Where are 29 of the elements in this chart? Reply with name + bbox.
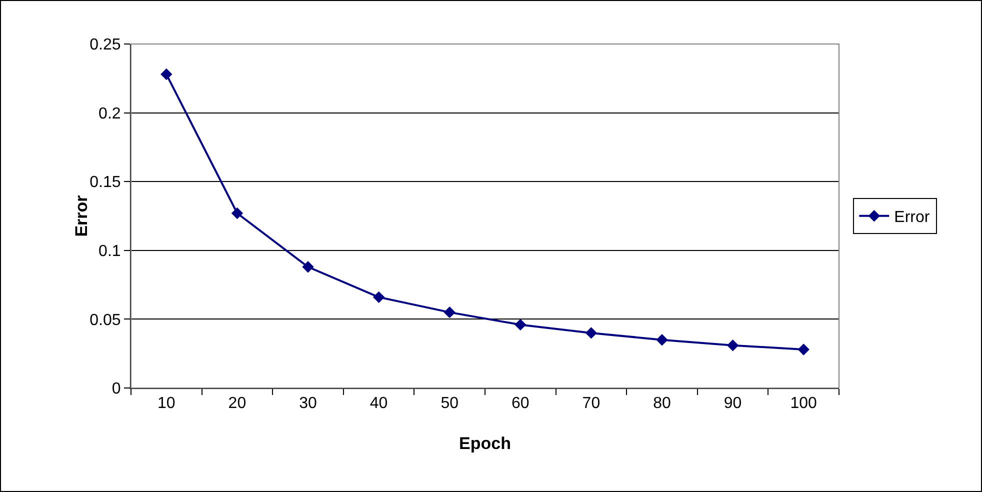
y-tick-label: 0 (112, 380, 121, 398)
x-tick-label: 100 (790, 395, 818, 412)
x-tick-label: 80 (653, 395, 671, 412)
x-axis-title: Epoch (459, 434, 511, 453)
x-tick-label: 40 (370, 395, 388, 412)
x-tick-label: 10 (158, 395, 176, 412)
point (231, 207, 244, 220)
point (798, 344, 810, 356)
y-axis-title: Error (72, 194, 91, 237)
y-tick-label: 0.25 (90, 36, 121, 54)
x-tick-label: 70 (582, 395, 600, 412)
y-tick-label: 0.1 (98, 243, 121, 260)
y-tick-label: 0.15 (90, 174, 121, 192)
x-tick-label: 30 (299, 395, 317, 412)
point (444, 306, 456, 318)
point (372, 291, 385, 304)
point (160, 68, 172, 80)
point (514, 318, 526, 331)
x-tick-label: 60 (512, 395, 530, 412)
point (585, 327, 598, 339)
y-tick-label: 0.05 (90, 312, 121, 329)
legend-label: Error (894, 209, 930, 226)
point (656, 334, 668, 346)
x-tick-label: 50 (440, 395, 459, 412)
x-tick-label: 20 (228, 395, 246, 412)
y-tick-label: 0.2 (98, 105, 121, 122)
point (726, 339, 739, 352)
x-tick-label: 90 (724, 395, 742, 412)
point (302, 261, 314, 273)
